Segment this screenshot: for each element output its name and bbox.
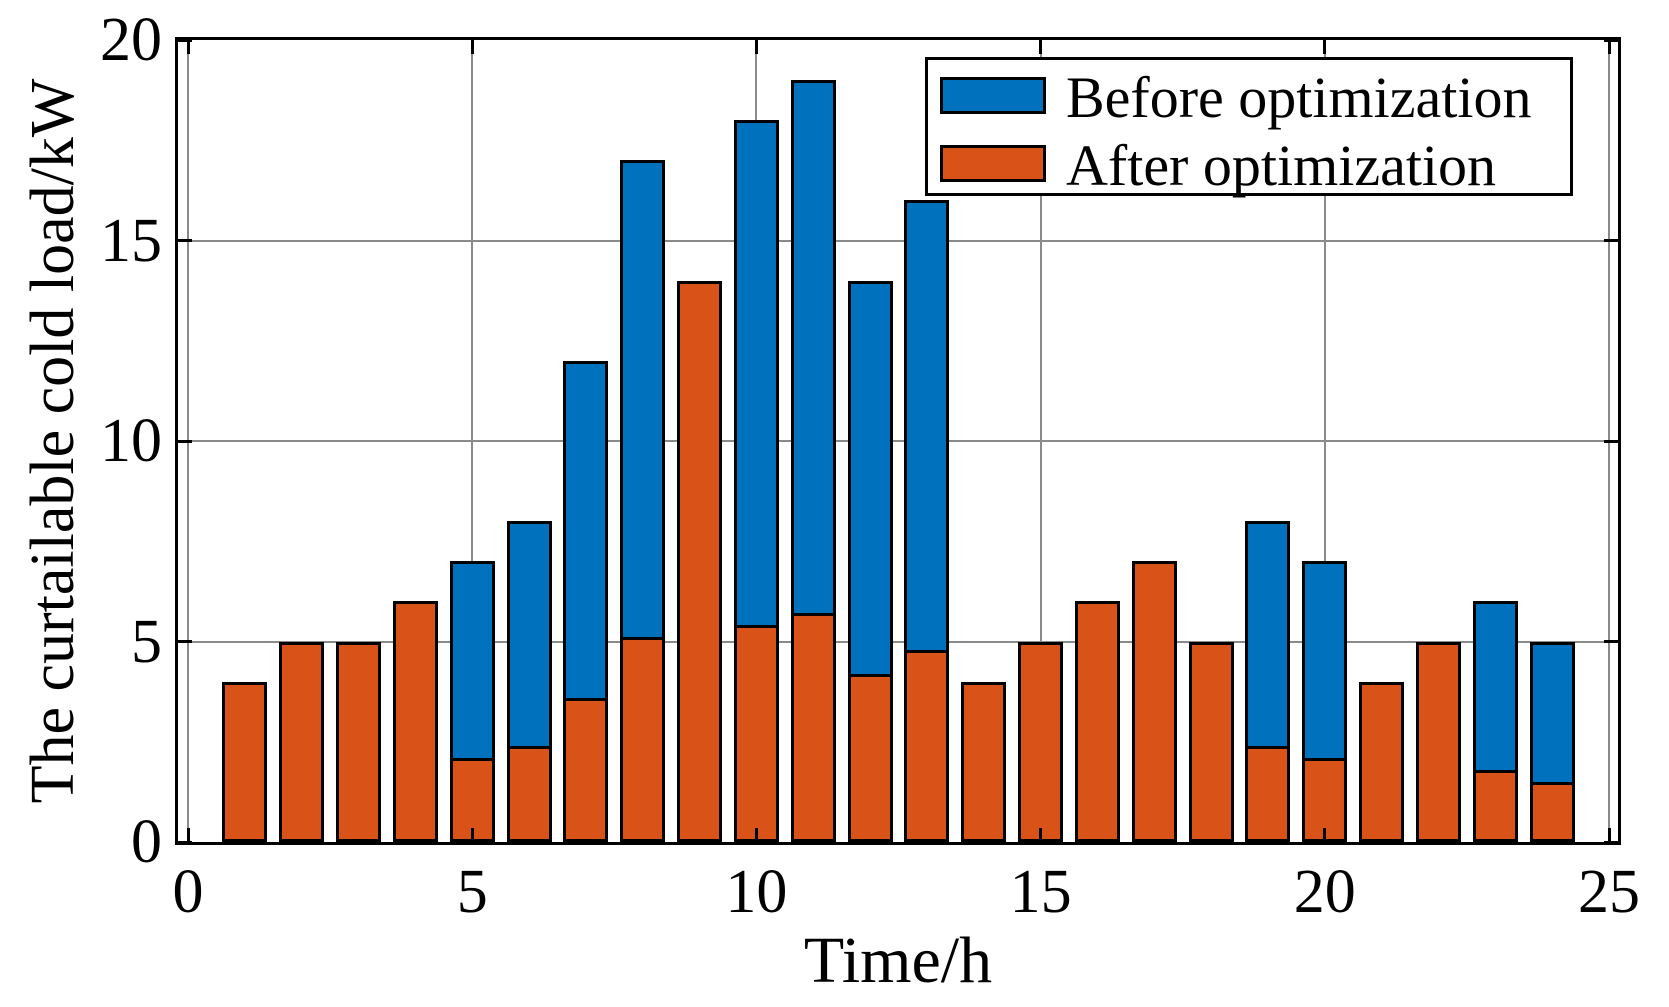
x-tick	[1323, 828, 1327, 842]
bar-after-hour-22	[1415, 641, 1461, 842]
y-gridline	[178, 640, 1618, 643]
bar-after-hour-5	[449, 757, 495, 842]
bar-after-hour-7	[563, 697, 609, 842]
y-tick	[178, 439, 192, 443]
x-tick-label-20: 20	[1293, 858, 1356, 926]
legend-swatch-after	[940, 145, 1046, 182]
y-gridline	[178, 440, 1618, 442]
bar-after-hour-11	[790, 613, 836, 842]
y-tick-label-20: 20	[100, 6, 162, 74]
x-tick-top	[186, 40, 190, 54]
x-tick-label-0: 0	[172, 858, 204, 926]
bar-after-hour-4	[392, 601, 438, 842]
bar-after-hour-16	[1074, 601, 1120, 842]
bar-after-hour-19	[1245, 745, 1291, 842]
bar-after-hour-18	[1188, 641, 1234, 842]
bar-after-hour-10	[733, 625, 779, 842]
y-tick-right	[1604, 239, 1618, 242]
bar-after-hour-12	[847, 673, 893, 842]
bar-after-hour-17	[1131, 561, 1177, 842]
x-tick-label-10: 10	[725, 858, 788, 926]
bar-after-hour-15	[1018, 641, 1064, 842]
legend-label-before: Before optimization	[1066, 65, 1532, 130]
bar-after-hour-14	[961, 681, 1007, 842]
legend-swatch-before	[940, 77, 1046, 114]
plot-inner	[178, 38, 1618, 844]
y-tick	[178, 640, 192, 643]
x-tick-top	[1039, 40, 1043, 54]
legend: Before optimization After optimization	[925, 57, 1573, 196]
y-tick-right	[1604, 840, 1618, 844]
x-tick-top	[470, 40, 474, 54]
x-tick-label-25: 25	[1578, 858, 1640, 926]
y-tick-label-0: 0	[131, 808, 162, 876]
x-tick-label-5: 5	[456, 858, 488, 926]
x-tick	[1039, 828, 1043, 842]
y-gridline	[178, 239, 1618, 242]
bar-after-hour-1	[222, 681, 268, 842]
y-tick-label-5: 5	[131, 607, 162, 676]
y-tick-right	[1604, 38, 1618, 42]
x-axis-label: Time/h	[803, 924, 993, 997]
bar-after-hour-3	[336, 641, 382, 842]
x-tick-top	[754, 40, 758, 54]
y-tick-label-10: 10	[100, 407, 162, 475]
y-tick-right	[1604, 640, 1618, 643]
bar-after-hour-6	[506, 745, 552, 842]
bar-after-hour-23	[1472, 769, 1518, 842]
x-tick-top	[1607, 40, 1611, 54]
bar-after-hour-9	[677, 280, 723, 842]
bar-after-hour-13	[904, 649, 950, 842]
y-tick-label-15: 15	[100, 206, 162, 275]
x-tick-label-15: 15	[1009, 858, 1072, 926]
x-tick	[186, 828, 190, 842]
y-tick	[178, 38, 192, 42]
x-tick-top	[1323, 40, 1327, 54]
bar-after-hour-8	[620, 637, 666, 842]
x-tick	[470, 828, 474, 842]
x-tick	[754, 828, 758, 842]
y-tick	[178, 840, 192, 844]
bar-after-hour-24	[1529, 781, 1575, 842]
y-tick	[178, 239, 192, 242]
legend-label-after: After optimization	[1066, 133, 1497, 198]
x-tick	[1607, 828, 1611, 842]
bar-after-hour-21	[1359, 681, 1405, 842]
bar-after-hour-2	[279, 641, 325, 842]
y-tick-right	[1604, 439, 1618, 443]
